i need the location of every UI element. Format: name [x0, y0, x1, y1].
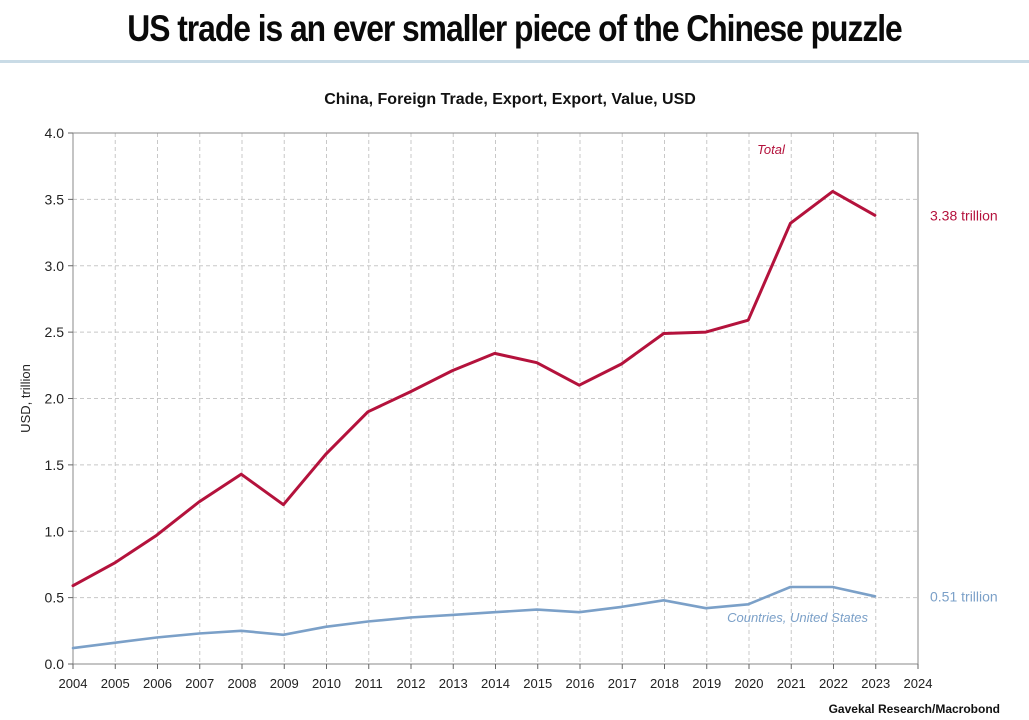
x-tick-label: 2018	[650, 676, 679, 691]
y-tick-label: 0.5	[45, 590, 65, 606]
source-label: Gavekal Research/Macrobond	[829, 702, 1000, 716]
x-tick-label: 2004	[59, 676, 88, 691]
x-tick-label: 2016	[566, 676, 595, 691]
y-tick-label: 2.0	[45, 391, 65, 407]
x-tick-label: 2019	[692, 676, 721, 691]
x-tick-label: 2010	[312, 676, 341, 691]
chart-title: China, Foreign Trade, Export, Export, Va…	[324, 91, 696, 108]
y-tick-label: 1.0	[45, 523, 65, 539]
x-tick-label: 2014	[481, 676, 510, 691]
x-tick-label: 2013	[439, 676, 468, 691]
y-tick-label: 2.5	[45, 324, 65, 340]
headline: US trade is an ever smaller piece of the…	[127, 8, 902, 49]
series-name-total: Total	[757, 142, 786, 157]
y-tick-label: 3.5	[45, 191, 65, 207]
x-tick-label: 2006	[143, 676, 172, 691]
x-tick-label: 2011	[355, 676, 383, 691]
x-tick-label: 2012	[397, 676, 426, 691]
y-tick-label: 4.0	[45, 125, 65, 141]
series: Total 3.38 trillion Countries, United Stat…	[71, 142, 998, 650]
x-tick-label: 2021	[777, 676, 806, 691]
series-line-united-states	[71, 585, 877, 650]
x-axis: 2004 2005 2006 2007 2008 2009 2010 2011 2012 2013…	[59, 664, 933, 691]
x-tick-label: 2023	[861, 676, 890, 691]
grid	[72, 132, 919, 665]
x-tick-label: 2017	[608, 676, 637, 691]
headline-rule	[0, 60, 1029, 63]
x-tick-label: 2015	[523, 676, 552, 691]
y-axis-label: USD, trillion	[18, 364, 33, 433]
x-tick-label: 2009	[270, 676, 299, 691]
end-label-total: 3.38 trillion	[930, 207, 998, 223]
series-name-united-states: Countries, United States	[727, 610, 868, 625]
y-axis: 0.0 0.5 1.0 1.5 2.0 2.5 3.0 3.5 4.0	[45, 125, 73, 672]
y-tick-label: 1.5	[45, 457, 65, 473]
x-tick-label: 2008	[228, 676, 257, 691]
x-tick-label: 2005	[101, 676, 130, 691]
x-tick-label: 2024	[904, 676, 933, 691]
x-tick-label: 2022	[819, 676, 848, 691]
series-line-total	[71, 189, 877, 588]
y-tick-label: 3.0	[45, 258, 65, 274]
x-tick-label: 2007	[185, 676, 214, 691]
end-label-united-states: 0.51 trillion	[930, 588, 998, 604]
y-tick-label: 0.0	[45, 656, 65, 672]
x-tick-label: 2020	[735, 676, 764, 691]
